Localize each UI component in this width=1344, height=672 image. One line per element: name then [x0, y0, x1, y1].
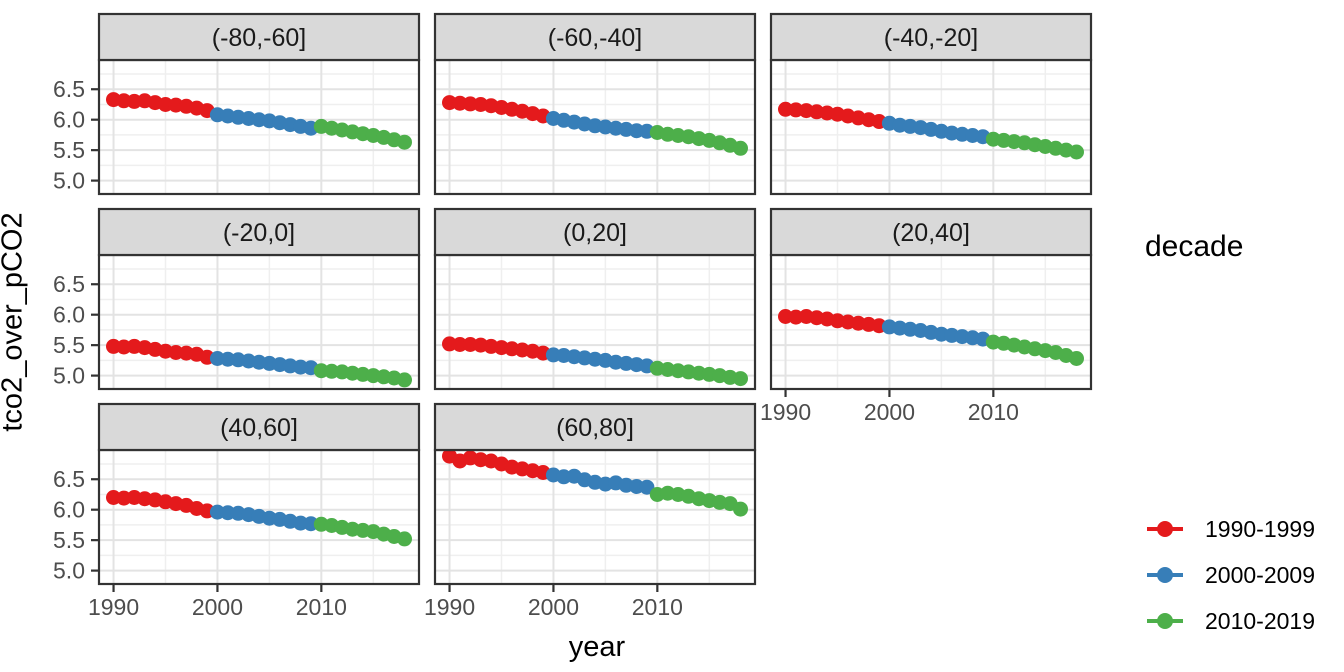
facet-panel-(40,60]: (40,60] 5.0 5.5 6.0 6.5 1990 2000 2010	[53, 402, 421, 620]
legend-entry-2000s: 2000-2009	[1147, 561, 1315, 589]
facet-panel-(-40,-20]: (-40,-20]	[769, 12, 1093, 196]
x-tick-label: 2010	[296, 594, 347, 620]
series-2010-2019	[649, 360, 748, 387]
y-tick-label: 6.5	[53, 466, 85, 492]
data-point	[397, 531, 412, 547]
series-2000-2009	[209, 504, 319, 532]
x-tick-label: 2010	[632, 594, 683, 620]
legend-label: 2000-2009	[1205, 561, 1315, 588]
y-tick-label: 6.0	[53, 302, 85, 328]
y-tick-label: 5.5	[53, 527, 85, 553]
data-point	[733, 140, 748, 156]
x-axis-title: year	[568, 631, 626, 663]
data-point	[733, 371, 748, 387]
series-1990-1999	[778, 309, 887, 334]
y-tick-label: 5.0	[53, 168, 85, 194]
data-point	[1069, 144, 1084, 160]
legend-label: 2010-2019	[1205, 607, 1315, 634]
legend-entry-1990s: 1990-1999	[1147, 515, 1315, 543]
y-tick-label: 6.0	[53, 107, 85, 133]
legend: decade 1990-1999 2000-2009 2010-2019	[1145, 230, 1340, 672]
facet-strip	[97, 12, 421, 62]
facet-strip-label: (-20,0]	[223, 219, 295, 247]
x-tick-label: 2000	[528, 594, 579, 620]
series-1990-1999	[442, 450, 551, 480]
facet-panel-(20,40]: (20,40] 1990 2000 2010	[760, 207, 1093, 425]
series-2010-2019	[313, 118, 412, 150]
series-2010-2019	[985, 131, 1084, 160]
facet-strip-label: (-80,-60]	[212, 24, 306, 52]
facet-strip	[97, 402, 421, 452]
data-point	[733, 501, 748, 517]
series-1990-1999	[106, 92, 215, 119]
series-2000-2009	[209, 351, 319, 376]
facet-strip	[769, 207, 1093, 257]
series-2000-2009	[209, 107, 319, 136]
facet-strip	[433, 402, 757, 452]
series-2010-2019	[313, 516, 412, 547]
y-tick-label: 6.5	[53, 76, 85, 102]
facet-strip	[433, 12, 757, 62]
x-tick-label: 2000	[864, 399, 915, 425]
facet-panel-(60,80]: (60,80] 1990 2000 2010	[424, 402, 757, 620]
facet-panel-(-20,0]: (-20,0] 5.0 5.5 6.0 6.5	[53, 207, 421, 391]
facet-strip-label: (60,80]	[556, 414, 634, 442]
legend-entry-2010s: 2010-2019	[1147, 607, 1315, 635]
data-point	[639, 479, 655, 495]
series-1990-1999	[442, 95, 551, 124]
data-point	[452, 337, 468, 352]
y-tick-label: 5.0	[53, 363, 85, 389]
facet-strip-label: (-40,-20]	[884, 24, 978, 52]
y-axis-title: tco2_over_pCO2	[0, 212, 29, 432]
y-tick-label: 5.5	[53, 332, 85, 358]
facet-strip	[769, 12, 1093, 62]
series-1990-1999	[106, 338, 215, 365]
legend-title: decade	[1145, 230, 1244, 263]
facet-panel-(-80,-60]: (-80,-60] 5.0 5.5 6.0 6.5	[53, 12, 421, 196]
x-tick-label: 2010	[968, 399, 1019, 425]
x-tick-label: 1990	[760, 399, 811, 425]
legend-key-2000s	[1147, 567, 1183, 583]
legend-point-icon	[1157, 567, 1173, 583]
series-2010-2019	[313, 363, 412, 388]
legend-key-1990s	[1147, 521, 1183, 537]
y-tick-label: 6.5	[53, 271, 85, 297]
data-point	[397, 372, 412, 388]
series-2000-2009	[545, 111, 655, 139]
data-point	[397, 134, 412, 150]
series-2010-2019	[649, 125, 748, 156]
data-point	[1069, 351, 1084, 366]
y-tick-label: 6.0	[53, 497, 85, 523]
legend-key-2010s	[1147, 613, 1183, 629]
facet-strip-label: (20,40]	[892, 219, 970, 247]
series-2000-2009	[881, 115, 991, 145]
x-tick-label: 2000	[192, 594, 243, 620]
series-2000-2009	[881, 319, 991, 347]
series-1990-1999	[442, 336, 551, 361]
x-tick-label: 1990	[88, 594, 139, 620]
series-2010-2019	[649, 485, 748, 517]
facet-panel-(0,20]: (0,20]	[433, 207, 757, 391]
facet-panel-(-60,-40]: (-60,-40]	[433, 12, 757, 196]
facet-strip-label: (40,60]	[220, 414, 298, 442]
x-tick-label: 1990	[424, 594, 475, 620]
y-tick-label: 5.0	[53, 558, 85, 584]
legend-point-icon	[1157, 613, 1173, 629]
series-1990-1999	[106, 490, 215, 519]
facet-strip	[97, 207, 421, 257]
y-tick-label: 5.5	[53, 137, 85, 163]
series-2010-2019	[985, 334, 1084, 366]
legend-point-icon	[1157, 521, 1173, 537]
legend-label: 1990-1999	[1205, 515, 1315, 542]
facet-strip	[433, 207, 757, 257]
facet-strip-label: (0,20]	[563, 219, 627, 247]
facet-strip-label: (-60,-40]	[548, 24, 642, 52]
series-2000-2009	[545, 467, 655, 495]
